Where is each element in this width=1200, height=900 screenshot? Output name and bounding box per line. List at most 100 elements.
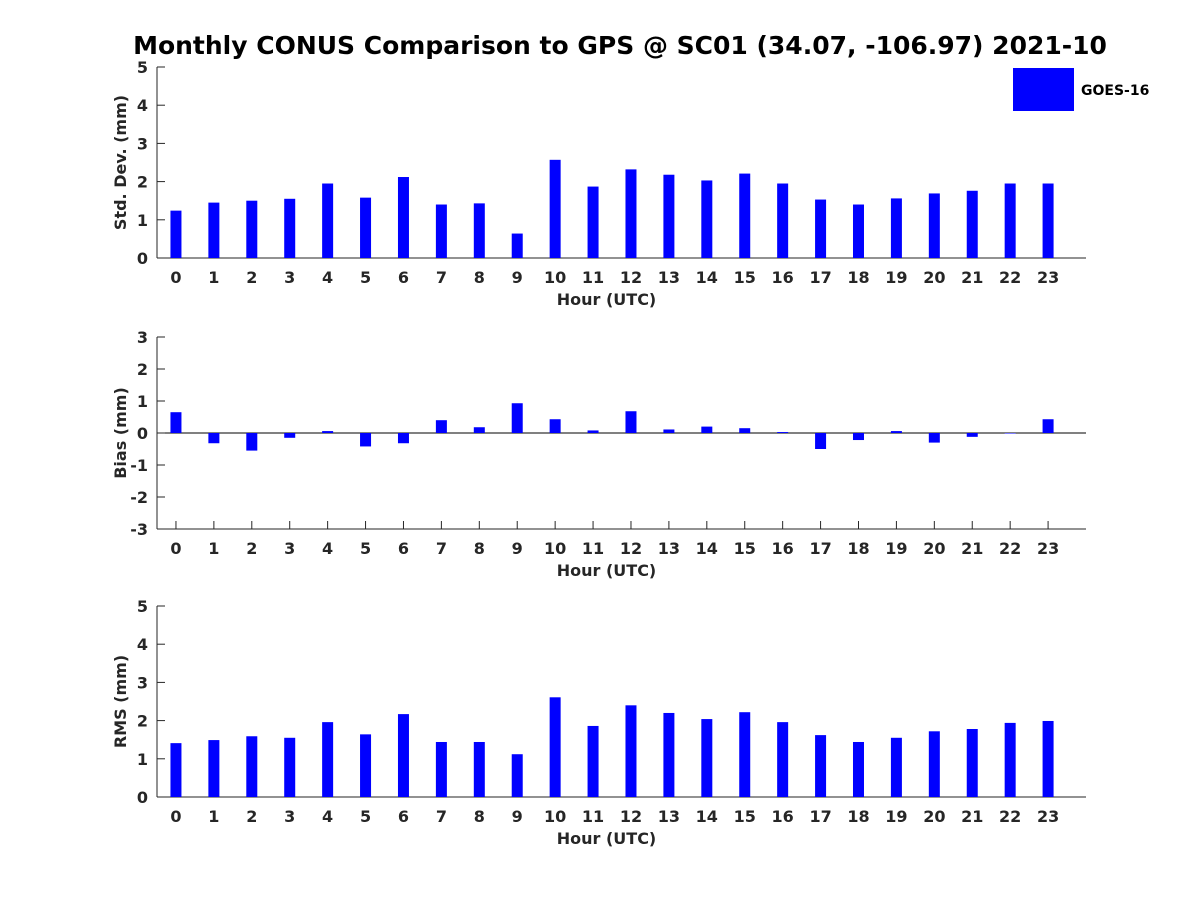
bar <box>1004 183 1016 258</box>
bar <box>739 428 751 433</box>
x-tick-label: 18 <box>847 539 869 558</box>
x-tick-label: 2 <box>246 539 257 558</box>
x-tick-label: 12 <box>620 807 642 826</box>
y-tick-label: -2 <box>130 488 148 507</box>
x-tick-label: 10 <box>544 268 566 287</box>
bar <box>966 190 978 258</box>
x-tick-label: 0 <box>170 268 181 287</box>
x-tick-label: 17 <box>809 539 831 558</box>
bar <box>928 433 940 443</box>
bar <box>170 743 182 797</box>
x-tick-label: 4 <box>322 268 333 287</box>
y-tick-label: 2 <box>137 360 148 379</box>
bar <box>360 433 372 447</box>
x-tick-label: 23 <box>1037 807 1059 826</box>
x-axis-label: Hour (UTC) <box>557 290 657 309</box>
x-tick-label: 3 <box>284 539 295 558</box>
bar <box>852 741 864 797</box>
bar <box>739 173 751 258</box>
x-tick-label: 20 <box>923 268 945 287</box>
x-tick-label: 22 <box>999 539 1021 558</box>
bar <box>777 722 789 797</box>
x-tick-label: 9 <box>512 268 523 287</box>
bar <box>928 193 940 258</box>
bar <box>549 159 561 258</box>
bar <box>435 741 447 797</box>
x-tick-label: 5 <box>360 807 371 826</box>
bar <box>625 169 637 258</box>
x-tick-label: 8 <box>474 268 485 287</box>
bar <box>473 203 485 258</box>
bar <box>360 197 372 258</box>
x-tick-label: 6 <box>398 268 409 287</box>
bar <box>284 198 296 258</box>
bar <box>1042 183 1054 258</box>
x-tick-label: 19 <box>885 807 907 826</box>
x-tick-label: 21 <box>961 539 983 558</box>
bar <box>284 737 296 797</box>
bar <box>966 729 978 797</box>
y-axis-label: RMS (mm) <box>111 655 130 748</box>
x-tick-label: 23 <box>1037 268 1059 287</box>
bar <box>170 412 182 433</box>
bar <box>208 433 220 444</box>
y-tick-label: 3 <box>137 673 148 692</box>
y-tick-label: 2 <box>137 173 148 192</box>
bar <box>208 740 220 797</box>
legend-label: GOES-16 <box>1081 83 1149 99</box>
bar <box>852 204 864 258</box>
x-tick-label: 19 <box>885 539 907 558</box>
bar <box>701 180 713 258</box>
bar <box>511 233 523 258</box>
x-axis-label: Hour (UTC) <box>557 829 657 848</box>
bar <box>777 183 789 258</box>
y-tick-label: 5 <box>137 58 148 77</box>
x-tick-label: 11 <box>582 268 604 287</box>
x-tick-label: 5 <box>360 539 371 558</box>
y-tick-label: -1 <box>130 456 148 475</box>
bar <box>511 754 523 797</box>
x-tick-label: 15 <box>734 807 756 826</box>
y-tick-label: 4 <box>137 96 148 115</box>
x-tick-label: 21 <box>961 268 983 287</box>
x-tick-label: 19 <box>885 268 907 287</box>
x-tick-label: 16 <box>772 539 794 558</box>
x-tick-label: 13 <box>658 807 680 826</box>
y-tick-label: 2 <box>137 712 148 731</box>
x-tick-label: 7 <box>436 539 447 558</box>
x-axis-label: Hour (UTC) <box>557 561 657 580</box>
bar <box>701 719 713 797</box>
x-tick-label: 3 <box>284 807 295 826</box>
x-tick-label: 13 <box>658 539 680 558</box>
y-tick-label: 1 <box>137 750 148 769</box>
bar <box>284 433 296 438</box>
x-tick-label: 12 <box>620 268 642 287</box>
x-tick-label: 0 <box>170 539 181 558</box>
bar <box>360 734 372 797</box>
x-tick-label: 15 <box>734 539 756 558</box>
x-tick-label: 22 <box>999 268 1021 287</box>
x-tick-label: 9 <box>512 807 523 826</box>
x-tick-label: 15 <box>734 268 756 287</box>
bar <box>246 736 258 797</box>
x-tick-label: 11 <box>582 807 604 826</box>
x-tick-label: 11 <box>582 539 604 558</box>
x-tick-label: 10 <box>544 807 566 826</box>
bar <box>663 712 675 797</box>
bar <box>890 431 902 433</box>
bar <box>1004 722 1016 797</box>
y-tick-label: 3 <box>137 134 148 153</box>
bar <box>739 712 751 797</box>
x-tick-label: 17 <box>809 268 831 287</box>
bar <box>890 198 902 258</box>
x-tick-label: 14 <box>696 268 718 287</box>
x-tick-label: 16 <box>772 807 794 826</box>
y-tick-label: 4 <box>137 635 148 654</box>
bar <box>246 433 258 451</box>
y-tick-label: 1 <box>137 392 148 411</box>
bar <box>587 725 599 797</box>
y-tick-label: 0 <box>137 249 148 268</box>
bar <box>663 174 675 258</box>
